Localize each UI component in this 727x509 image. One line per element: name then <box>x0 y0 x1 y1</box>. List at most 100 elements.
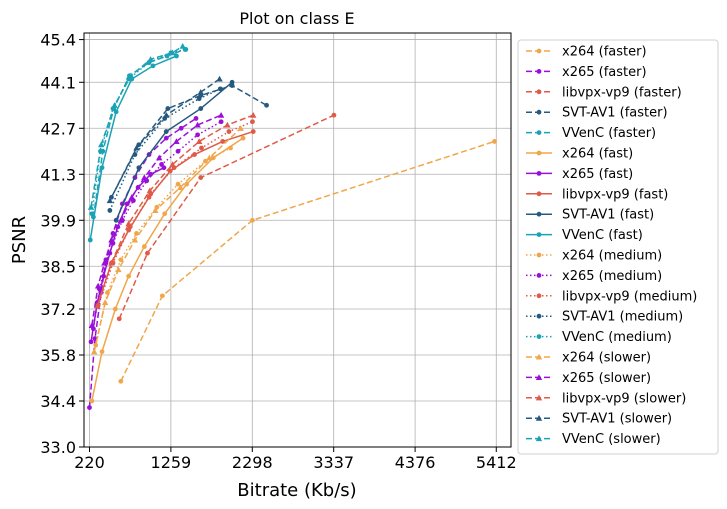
legend-marker <box>536 150 542 156</box>
data-point <box>118 257 124 263</box>
data-point <box>150 63 156 69</box>
data-point <box>147 56 154 62</box>
data-point <box>229 79 235 85</box>
legend-item: VVenC (fast) <box>526 228 643 243</box>
x-tick-label: 1259 <box>151 453 192 472</box>
data-point <box>146 187 154 194</box>
data-point <box>224 121 231 128</box>
series-x264-slower <box>90 125 244 355</box>
legend-label: x264 (faster) <box>562 45 647 60</box>
data-point <box>131 236 139 243</box>
legend-item: SVT-AV1 (fast) <box>526 208 654 223</box>
y-tick-label: 38.5 <box>40 257 76 276</box>
legend-item: SVT-AV1 (faster) <box>526 106 668 121</box>
data-point <box>113 217 119 223</box>
legend-label: VVenC (faster) <box>562 126 656 141</box>
legend-label: SVT-AV1 (slower) <box>562 412 672 427</box>
legend-label: x265 (slower) <box>562 371 651 386</box>
data-point <box>94 282 102 289</box>
series-line <box>96 114 254 306</box>
legend-label: VVenC (medium) <box>562 330 672 345</box>
data-point <box>93 342 99 348</box>
data-point <box>167 168 173 174</box>
data-point <box>108 236 115 243</box>
data-point <box>197 88 204 95</box>
legend-item: x265 (slower) <box>526 371 651 386</box>
legend-label: SVT-AV1 (fast) <box>562 208 654 223</box>
data-point <box>163 111 170 118</box>
data-point <box>148 171 153 177</box>
series-line <box>95 147 231 346</box>
data-point <box>108 259 115 266</box>
legend-label: libvpx-vp9 (medium) <box>562 289 697 304</box>
grid <box>84 33 511 448</box>
series-x265-slower <box>88 111 225 328</box>
legend-marker <box>535 394 543 401</box>
legend: x264 (faster) x265 (faster) libvpx-vp9 (fa… <box>517 39 719 455</box>
legend-marker <box>536 211 542 217</box>
legend-marker <box>536 273 542 278</box>
legend-marker <box>536 334 542 339</box>
data-point <box>226 129 232 134</box>
data-point <box>106 197 114 204</box>
data-point <box>250 217 255 223</box>
series-line <box>120 140 495 382</box>
y-tick-label: 44.1 <box>40 73 76 92</box>
x-tick-label: 4376 <box>395 453 436 472</box>
data-point <box>136 165 142 171</box>
legend-item: x265 (faster) <box>526 65 647 80</box>
data-point <box>198 175 204 180</box>
legend-item: x264 (medium) <box>526 249 662 264</box>
series-svt-av1-medium <box>107 86 223 213</box>
legend-label: libvpx-vp9 (fast) <box>562 187 668 202</box>
data-point <box>152 207 159 213</box>
data-point <box>218 119 224 125</box>
data-point <box>156 154 163 161</box>
data-point <box>179 42 186 49</box>
data-point <box>196 96 202 102</box>
legend-marker <box>536 232 542 238</box>
data-point <box>162 211 168 217</box>
legend-label: libvpx-vp9 (slower) <box>562 391 686 406</box>
data-point <box>237 125 244 131</box>
data-point <box>111 102 118 108</box>
legend-item: x265 (medium) <box>526 269 662 284</box>
x-tick-label: 2298 <box>232 453 273 472</box>
data-point <box>159 293 165 299</box>
series-x264-medium <box>93 145 233 348</box>
y-tick-label: 33.0 <box>40 438 76 457</box>
legend-label: x265 (fast) <box>562 167 633 182</box>
data-point <box>94 302 101 309</box>
data-point <box>250 119 255 125</box>
data-point <box>116 316 122 322</box>
plot-frame <box>83 32 512 448</box>
data-point <box>169 49 176 56</box>
legend-item: VVenC (medium) <box>526 330 672 345</box>
data-point <box>198 106 204 111</box>
legend-marker <box>535 435 543 442</box>
data-point <box>169 161 176 167</box>
data-point <box>184 181 190 187</box>
legend-item: libvpx-vp9 (medium) <box>526 289 697 304</box>
y-tick-label: 42.7 <box>40 119 76 138</box>
legend-marker <box>535 415 543 421</box>
x-tick-label: 3337 <box>313 453 354 472</box>
data-point <box>220 139 226 144</box>
series-svt-av1-slower <box>106 75 223 204</box>
data-point <box>101 299 109 305</box>
series-libvpx-vp9-slower <box>94 111 257 309</box>
data-point <box>132 152 138 157</box>
legend-marker <box>535 374 543 380</box>
y-tick-label: 35.8 <box>40 346 76 365</box>
data-point <box>113 109 119 115</box>
data-point <box>492 139 497 144</box>
data-point <box>177 184 184 190</box>
data-point <box>163 129 169 134</box>
legend-label: SVT-AV1 (medium) <box>562 310 683 325</box>
y-tick-label: 34.4 <box>40 392 76 411</box>
legend-item: x264 (slower) <box>526 351 651 366</box>
data-point <box>89 211 95 217</box>
legend-item: SVT-AV1 (slower) <box>526 412 672 427</box>
data-point <box>175 148 181 154</box>
